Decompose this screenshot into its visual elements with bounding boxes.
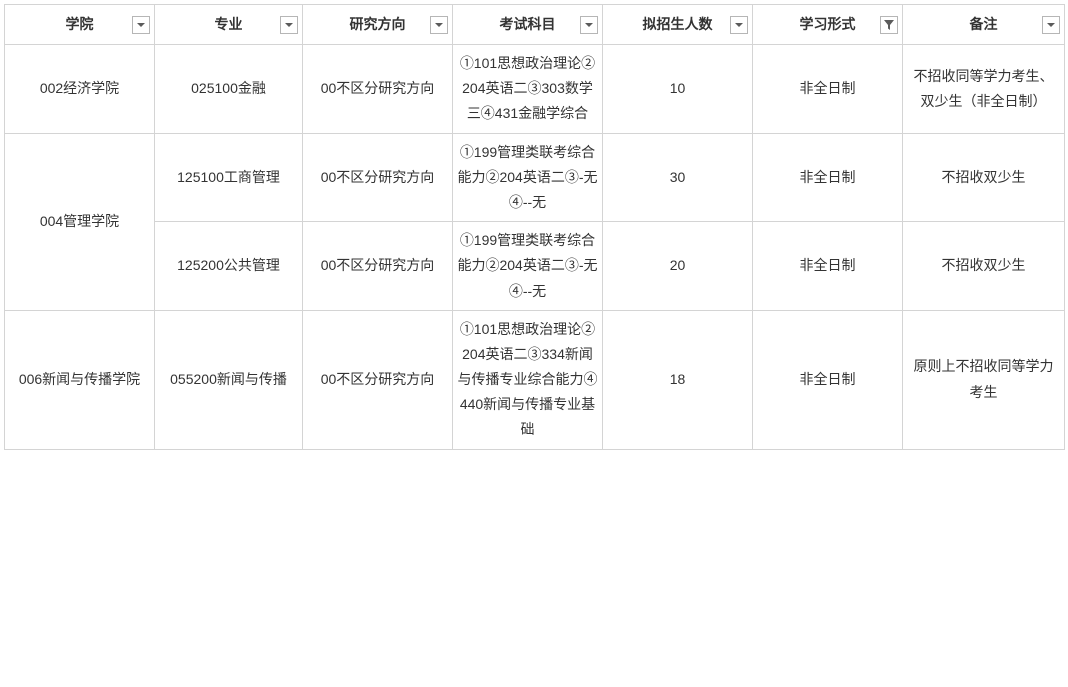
table-row: 004管理学院125100工商管理00不区分研究方向①199管理类联考综合能力②… <box>5 133 1065 222</box>
cell-major: 025100金融 <box>155 45 303 134</box>
filter-dropdown-icon[interactable] <box>430 16 448 34</box>
table-body: 002经济学院025100金融00不区分研究方向①101思想政治理论②204英语… <box>5 45 1065 450</box>
column-header: 备注 <box>903 5 1065 45</box>
cell-remark: 原则上不招收同等学力考生 <box>903 310 1065 449</box>
filter-dropdown-icon[interactable] <box>580 16 598 34</box>
cell-enrollment: 30 <box>603 133 753 222</box>
column-header: 学习形式 <box>753 5 903 45</box>
cell-college: 006新闻与传播学院 <box>5 310 155 449</box>
cell-major: 125200公共管理 <box>155 222 303 311</box>
cell-mode: 非全日制 <box>753 222 903 311</box>
cell-mode: 非全日制 <box>753 133 903 222</box>
cell-direction: 00不区分研究方向 <box>303 133 453 222</box>
cell-remark: 不招收双少生 <box>903 133 1065 222</box>
cell-subjects: ①101思想政治理论②204英语二③303数学三④431金融学综合 <box>453 45 603 134</box>
filter-dropdown-icon[interactable] <box>1042 16 1060 34</box>
column-header: 研究方向 <box>303 5 453 45</box>
cell-mode: 非全日制 <box>753 310 903 449</box>
table-row: 125200公共管理00不区分研究方向①199管理类联考综合能力②204英语二③… <box>5 222 1065 311</box>
column-header: 拟招生人数 <box>603 5 753 45</box>
column-header-label: 拟招生人数 <box>643 16 713 32</box>
column-header: 专业 <box>155 5 303 45</box>
filter-active-icon[interactable] <box>880 16 898 34</box>
cell-major: 055200新闻与传播 <box>155 310 303 449</box>
cell-enrollment: 10 <box>603 45 753 134</box>
cell-subjects: ①199管理类联考综合能力②204英语二③-无④--无 <box>453 133 603 222</box>
cell-enrollment: 20 <box>603 222 753 311</box>
column-header-label: 研究方向 <box>350 16 406 32</box>
table-row: 002经济学院025100金融00不区分研究方向①101思想政治理论②204英语… <box>5 45 1065 134</box>
cell-major: 125100工商管理 <box>155 133 303 222</box>
cell-direction: 00不区分研究方向 <box>303 45 453 134</box>
column-header-label: 学习形式 <box>800 16 856 32</box>
table-header-row: 学院 专业 研究方向 考试科目 拟招生人数 学习形式 备注 <box>5 5 1065 45</box>
cell-college: 002经济学院 <box>5 45 155 134</box>
column-header: 学院 <box>5 5 155 45</box>
cell-mode: 非全日制 <box>753 45 903 134</box>
table-row: 006新闻与传播学院055200新闻与传播00不区分研究方向①101思想政治理论… <box>5 310 1065 449</box>
cell-college: 004管理学院 <box>5 133 155 310</box>
cell-remark: 不招收同等学力考生、双少生（非全日制） <box>903 45 1065 134</box>
column-header-label: 学院 <box>66 16 94 32</box>
cell-subjects: ①199管理类联考综合能力②204英语二③-无④--无 <box>453 222 603 311</box>
filter-dropdown-icon[interactable] <box>730 16 748 34</box>
admissions-table: 学院专业研究方向考试科目拟招生人数学习形式备注 002经济学院025100金融0… <box>4 4 1065 450</box>
column-header: 考试科目 <box>453 5 603 45</box>
cell-subjects: ①101思想政治理论②204英语二③334新闻与传播专业综合能力④440新闻与传… <box>453 310 603 449</box>
filter-dropdown-icon[interactable] <box>280 16 298 34</box>
column-header-label: 考试科目 <box>500 16 556 32</box>
column-header-label: 专业 <box>215 16 243 32</box>
cell-direction: 00不区分研究方向 <box>303 222 453 311</box>
filter-dropdown-icon[interactable] <box>132 16 150 34</box>
cell-direction: 00不区分研究方向 <box>303 310 453 449</box>
column-header-label: 备注 <box>970 16 998 32</box>
cell-remark: 不招收双少生 <box>903 222 1065 311</box>
cell-enrollment: 18 <box>603 310 753 449</box>
